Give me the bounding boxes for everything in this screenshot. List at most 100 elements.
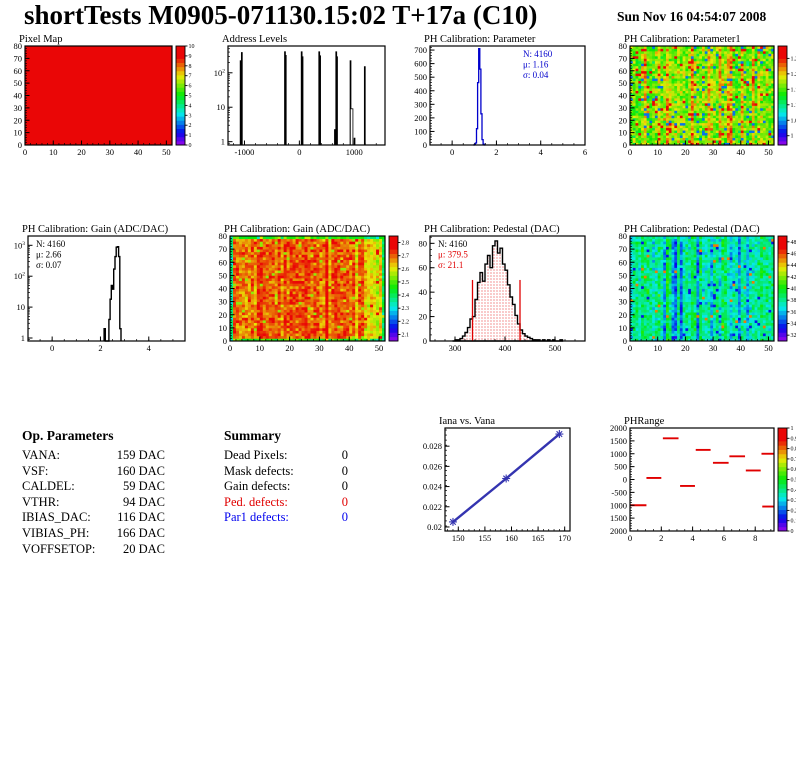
svg-text:20: 20 xyxy=(219,310,228,320)
svg-text:7: 7 xyxy=(189,74,192,80)
svg-text:500: 500 xyxy=(414,72,427,82)
pedestal-map-panel: PH Calibration: Pedestal (DAC) 0 10 20 30 40 5… xyxy=(604,221,796,358)
svg-text:0: 0 xyxy=(423,140,427,150)
svg-text:4: 4 xyxy=(147,343,152,353)
svg-text:0: 0 xyxy=(23,147,27,157)
svg-text:60: 60 xyxy=(619,66,628,76)
svg-text:PH Calibration: Gain (ADC/DAC): PH Calibration: Gain (ADC/DAC) xyxy=(224,224,371,235)
kv-row: VTHR: 94 DAC xyxy=(22,494,165,509)
svg-text:μ: 379.5: μ: 379.5 xyxy=(438,250,468,260)
svg-text:1: 1 xyxy=(21,333,25,343)
svg-text:30: 30 xyxy=(14,103,23,113)
svg-text:10: 10 xyxy=(256,343,264,353)
svg-text:70: 70 xyxy=(14,53,23,63)
svg-text:80: 80 xyxy=(419,238,428,248)
gain-map-panel: PH Calibration: Gain (ADC/DAC) 0 10 20 30 40 5… xyxy=(208,221,410,358)
svg-text:30: 30 xyxy=(709,147,718,157)
kv-row: IBIAS_DAC: 116 DAC xyxy=(22,510,165,525)
svg-text:80: 80 xyxy=(14,41,23,51)
svg-text:9: 9 xyxy=(189,54,192,60)
svg-text:1.25: 1.25 xyxy=(791,56,796,62)
svg-text:40: 40 xyxy=(14,91,23,101)
svg-text:2.7: 2.7 xyxy=(402,254,410,260)
iana-vana-panel: Iana vs. Vana 150 155 160 165 170 0.02 0.022 0.0… xyxy=(412,411,598,547)
svg-text:50: 50 xyxy=(764,147,773,157)
svg-text:0: 0 xyxy=(623,140,627,150)
svg-text:0: 0 xyxy=(18,140,22,150)
svg-text:103: 103 xyxy=(14,240,26,250)
svg-text:6: 6 xyxy=(583,147,587,157)
svg-text:1.1: 1.1 xyxy=(791,103,796,109)
svg-text:40: 40 xyxy=(345,343,354,353)
svg-text:10: 10 xyxy=(14,128,23,138)
svg-text:μ: 2.66: μ: 2.66 xyxy=(36,250,62,260)
address-levels-chart: Address Levels -1000 0 1000 1 10 102 xyxy=(214,34,386,157)
kv-row: Dead Pixels: 0 xyxy=(224,448,348,462)
svg-text:300: 300 xyxy=(449,343,462,353)
svg-text:2.1: 2.1 xyxy=(402,332,410,338)
kv-row: CALDEL: 59 DAC xyxy=(22,479,165,494)
svg-text:σ: 21.1: σ: 21.1 xyxy=(438,260,463,270)
svg-text:PH Calibration: Parameter1: PH Calibration: Parameter1 xyxy=(624,34,741,45)
svg-text:5: 5 xyxy=(189,94,192,100)
kv-row: Mask defects: 0 xyxy=(224,463,348,478)
svg-text:40: 40 xyxy=(219,284,228,294)
svg-text:N: 4160: N: 4160 xyxy=(438,239,468,249)
pixel-map-panel: Pixel Map 0 10 20 30 40 50 0 10 20 30 40 50 60 70 80 0 1 2… xyxy=(4,33,204,160)
kv-row: VSF: 160 DAC xyxy=(22,463,165,478)
ph-parameter-panel: PH Calibration: Parameter 0 2 4 6 0 100 200 300 4… xyxy=(412,33,598,160)
ph-parameter1-map-panel: PH Calibration: Parameter1 0 10 20 30 40 50 0 10… xyxy=(604,33,796,160)
pedestal-hist-chart: PH Calibration: Pedestal (DAC) 300 400 500 0… xyxy=(419,224,586,353)
svg-text:-1000: -1000 xyxy=(235,147,255,157)
svg-text:1.15: 1.15 xyxy=(791,87,796,93)
kv-row: Ped. defects: 0 xyxy=(224,494,348,509)
svg-text:Pixel Map: Pixel Map xyxy=(19,34,62,45)
svg-text:μ: 1.16: μ: 1.16 xyxy=(523,60,549,70)
svg-text:σ: 0.04: σ: 0.04 xyxy=(523,70,549,80)
svg-text:2: 2 xyxy=(189,123,192,129)
svg-text:50: 50 xyxy=(375,343,384,353)
svg-text:10: 10 xyxy=(217,102,226,112)
svg-text:4: 4 xyxy=(189,103,192,109)
page-title: shortTests M0905-071130.15:02 T+17a (C10… xyxy=(24,0,538,30)
svg-text:2: 2 xyxy=(98,343,102,353)
pedestal-map-chart: PH Calibration: Pedestal (DAC)0 10 20 30 40 5… xyxy=(619,224,796,353)
svg-text:4: 4 xyxy=(539,147,544,157)
svg-text:40: 40 xyxy=(134,147,143,157)
svg-text:2.5: 2.5 xyxy=(402,280,410,286)
svg-text:0: 0 xyxy=(297,147,301,157)
svg-text:50: 50 xyxy=(219,270,228,280)
svg-text:30: 30 xyxy=(619,103,628,113)
op-parameters-heading: Op. Parameters xyxy=(22,428,114,443)
svg-text:30: 30 xyxy=(106,147,115,157)
summary-heading: Summary xyxy=(224,428,281,443)
pedestal-hist-panel: PH Calibration: Pedestal (DAC) 300 400 500 0… xyxy=(412,221,598,358)
svg-text:PH Calibration: Parameter: PH Calibration: Parameter xyxy=(424,34,536,45)
svg-text:60: 60 xyxy=(14,66,23,76)
svg-text:20: 20 xyxy=(285,343,294,353)
gain-map-chart: PH Calibration: Gain (ADC/DAC)0 10 20 30 40 5… xyxy=(219,224,410,353)
svg-text:70: 70 xyxy=(619,53,628,63)
svg-text:40: 40 xyxy=(419,287,428,297)
op-parameters: Op. Parameters VANA: 159 DAC VSF: 160 DAC CA… xyxy=(22,428,165,557)
svg-text:1.2: 1.2 xyxy=(791,72,796,78)
svg-text:PH Calibration: Pedestal (DAC): PH Calibration: Pedestal (DAC) xyxy=(624,224,760,235)
svg-text:102: 102 xyxy=(214,68,226,78)
svg-text:N: 4160: N: 4160 xyxy=(523,49,553,59)
svg-text:20: 20 xyxy=(681,147,690,157)
kv-row: VOFFSETOP: 20 DAC xyxy=(22,541,165,556)
svg-text:3: 3 xyxy=(189,113,192,119)
svg-text:0: 0 xyxy=(628,147,632,157)
ph-parameter-chart: PH Calibration: Parameter 0 2 4 6 0 100 200 300 4… xyxy=(414,34,587,157)
svg-text:20: 20 xyxy=(77,147,86,157)
gain-hist-panel: PH Calibration: Gain (ADC/DAC) 0 2 4 1 10 102 1… xyxy=(4,221,204,358)
svg-text:400: 400 xyxy=(414,86,427,96)
kv-row: Gain defects: 0 xyxy=(224,479,348,494)
svg-text:700: 700 xyxy=(414,45,427,55)
svg-text:PH Calibration: Pedestal (DAC): PH Calibration: Pedestal (DAC) xyxy=(424,224,560,235)
svg-text:0: 0 xyxy=(228,343,232,353)
svg-text:10: 10 xyxy=(189,44,195,50)
